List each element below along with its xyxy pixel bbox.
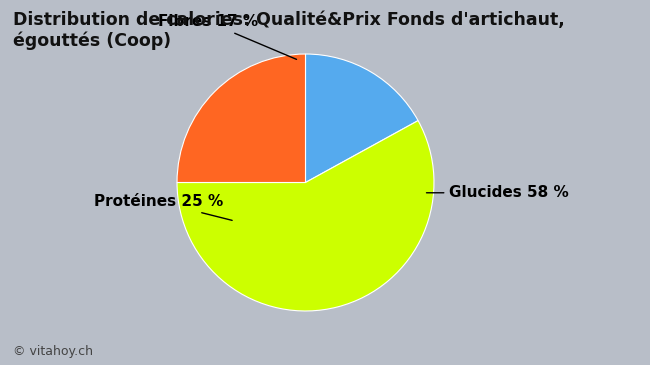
Text: Protéines 25 %: Protéines 25 % bbox=[94, 194, 232, 220]
Text: Fibres 17 %: Fibres 17 % bbox=[158, 14, 296, 59]
Wedge shape bbox=[177, 54, 306, 182]
Text: Distribution de calories: Qualité&Prix Fonds d'artichaut,
égouttés (Coop): Distribution de calories: Qualité&Prix F… bbox=[13, 11, 565, 50]
Text: Glucides 58 %: Glucides 58 % bbox=[426, 185, 569, 200]
Wedge shape bbox=[306, 54, 418, 182]
Wedge shape bbox=[177, 120, 434, 311]
Text: © vitahoy.ch: © vitahoy.ch bbox=[13, 345, 93, 358]
